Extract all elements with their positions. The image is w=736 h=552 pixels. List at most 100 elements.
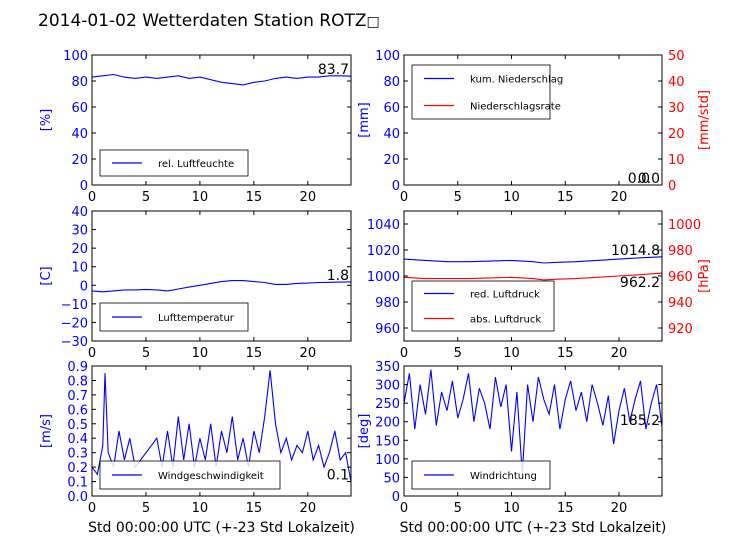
legend-label: Niederschlagsrate [470,102,561,113]
y-tick-label: 200 [375,416,400,431]
y-tick-label: 0 [80,179,88,194]
y-axis-label: [%] [39,109,54,132]
x-tick-label: 0 [88,346,96,361]
chart-panel-humidity: 0 5 10 15 20 0 20 40 60 80 100 [%] 83.7 rel. Luftfeuc… [39,49,352,205]
x-tick-label: 0 [88,501,96,516]
y2-tick-label: 920 [668,322,693,337]
series-line-temperature-0 [91,280,352,293]
y-tick-label: 20 [71,242,88,257]
y2-tick-label: 10 [668,153,685,168]
legend-windspeed: Windgeschwindigkeit [99,460,281,490]
chart-panel-pressure: 0 5 10 15 20 960 980 1000 1020 1040 920 940 960 980 10… [367,210,712,361]
x-tick-label: 15 [557,501,574,516]
x-tick-label: 10 [192,346,209,361]
legend-label: Lufttemperatur [158,313,235,324]
x-tick-label: 0 [88,190,96,205]
last-value-label: 185.2 [620,413,660,429]
x-tick-label: 20 [611,501,628,516]
legend-label: Windgeschwindigkeit [158,471,264,482]
y-tick-label: 80 [71,75,88,90]
x-tick-label: 10 [192,501,209,516]
plot-frame-windspeed [91,365,352,497]
x-tick-label: 20 [300,346,317,361]
series-line-pressure-0 [403,256,663,264]
last-value-label: 1.8 [327,268,349,284]
y-tick-label: 0.8 [67,374,88,389]
y-axis-label: [deg] [357,414,372,449]
series-line-winddir-0 [403,369,663,474]
y-tick-label: 0.3 [67,447,88,462]
x-tick-label: 15 [557,190,574,205]
x-tick-label: 0 [400,346,408,361]
y-tick-label: 40 [71,127,88,142]
legend-precip: kum. Niederschlag Niederschlagsrate [411,64,563,120]
x-tick-label: 5 [142,190,150,205]
y-tick-label: 0 [392,490,400,505]
y-tick-label: 100 [63,49,88,64]
plot-frame-temperature [91,210,352,342]
x-tick-label: 0 [400,190,408,205]
y-tick-label: 960 [375,322,400,337]
y-axis-label: [mm] [357,102,372,137]
y-tick-label: 100 [375,453,400,468]
y-tick-label: 300 [375,379,400,394]
y-tick-label: 40 [383,127,400,142]
x-tick-label: 0 [400,501,408,516]
y-tick-label: 980 [375,296,400,311]
y-tick-label: 150 [375,434,400,449]
y-tick-label: 0.2 [67,461,88,476]
x-tick-label: 10 [503,501,520,516]
y-axis-label: [C] [39,266,54,285]
x-tick-label: 15 [246,190,263,205]
y-tick-label: 0.4 [67,432,88,447]
y-tick-label: 0 [80,279,88,294]
x-tick-label: 20 [611,190,628,205]
y-tick-label: 10 [71,261,88,276]
legend-temperature: Lufttemperatur [99,302,249,332]
legend-box [411,64,551,120]
y-tick-label: 60 [71,101,88,116]
chart-panel-precip: 0 5 10 15 20 0 20 40 60 80 100 0 10 20 30 40 50 [mm] [mm/s… [357,49,712,205]
y-tick-label: 20 [383,153,400,168]
x-tick-label: 5 [454,501,462,516]
y-tick-label: −10 [61,298,88,313]
y2-tick-label: 40 [668,75,685,90]
legend-box [99,460,281,490]
y-tick-label: 1000 [367,270,400,285]
last-value-label: 0.1 [327,468,349,484]
x-tick-label: 15 [557,346,574,361]
value-label: 0.0 [628,171,650,187]
x-axis-label: Std 00:00:00 UTC (+-23 Std Lokalzeit) [400,520,667,536]
y2-tick-label: 50 [668,49,685,64]
y-tick-label: 0 [392,179,400,194]
y-tick-label: 40 [71,205,88,220]
series-line-pressure-1 [403,272,663,281]
value-label: 1014.8 [611,243,660,259]
x-tick-label: 5 [142,501,150,516]
chart-panel-windspeed: 0 5 10 15 200.00.10.20.30.40.50.60.70.80.9[m… [39,360,355,536]
y2-tick-label: 0 [668,179,676,194]
y-tick-label: −30 [61,335,88,350]
y-tick-label: 30 [71,224,88,239]
y-axis-label: [m/s] [39,414,54,448]
y-tick-label: 0.0 [67,490,88,505]
figure-title: 2014-01-02 Wetterdaten Station ROTZ□ [38,11,380,31]
legend-label: red. Luftdruck [470,290,540,301]
x-tick-label: 10 [192,190,209,205]
series-line-humidity-0 [91,73,352,86]
y-tick-label: 0.9 [67,360,88,375]
y-tick-label: 1020 [367,244,400,259]
y-tick-label: 60 [383,101,400,116]
legend-winddir: Windrichtung [411,460,551,490]
y-tick-label: 0.1 [67,476,88,491]
x-tick-label: 20 [611,346,628,361]
legend-label: Windrichtung [470,471,537,482]
y2-tick-label: 1000 [668,218,701,233]
plot-frame-winddir [403,365,663,497]
y-tick-label: 50 [383,471,400,486]
series-line-windspeed-0 [91,370,352,482]
legend-humidity: rel. Luftfeuchte [99,149,249,177]
y-tick-label: 350 [375,360,400,375]
